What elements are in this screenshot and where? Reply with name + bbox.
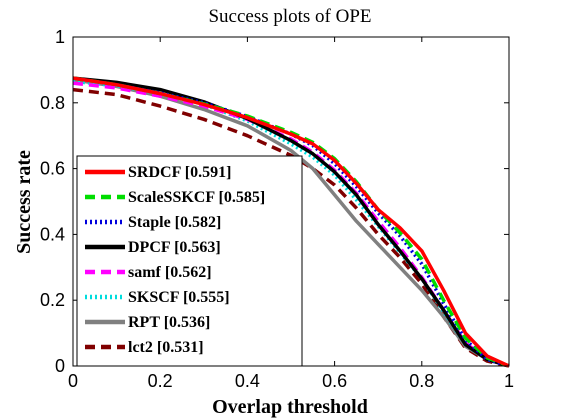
y-axis-label: Success rate bbox=[13, 150, 35, 254]
legend-label: Staple [0.582] bbox=[128, 214, 221, 231]
y-tick-label: 1 bbox=[55, 27, 65, 47]
y-tick-labels: 0 0.2 0.4 0.6 0.8 1 bbox=[40, 27, 65, 376]
series-lines bbox=[72, 76, 510, 368]
legend-label: lct2 [0.531] bbox=[128, 339, 204, 356]
legend-label: samf [0.562] bbox=[128, 264, 212, 281]
legend-label: SKSCF [0.555] bbox=[128, 289, 230, 306]
legend-box bbox=[76, 155, 303, 367]
legend-label: SRDCF [0.591] bbox=[128, 164, 231, 181]
chart-title: Success plots of OPE bbox=[208, 6, 371, 27]
legend-label: DPCF [0.563] bbox=[128, 239, 221, 256]
y-tick-label: 0.2 bbox=[40, 290, 65, 310]
x-tick-label: 0.4 bbox=[235, 371, 260, 391]
series-line bbox=[72, 76, 510, 368]
y-tick-label: 0.8 bbox=[40, 93, 65, 113]
x-tick-label: 1 bbox=[504, 371, 514, 391]
legend: SRDCF [0.591] ScaleSSKCF [0.585] Staple [0… bbox=[76, 155, 303, 367]
x-tick-label: 0.8 bbox=[409, 371, 434, 391]
x-axis-label: Overlap threshold bbox=[212, 396, 368, 418]
series-line bbox=[72, 78, 510, 368]
y-tick-label: 0.6 bbox=[40, 159, 65, 179]
legend-label: RPT [0.536] bbox=[128, 314, 210, 331]
y-tick-label: 0 bbox=[55, 356, 65, 376]
x-tick-labels: 0 0.2 0.4 0.6 0.8 1 bbox=[68, 371, 514, 391]
legend-label: ScaleSSKCF [0.585] bbox=[128, 189, 265, 206]
x-tick-label: 0.6 bbox=[322, 371, 347, 391]
series-line bbox=[72, 76, 510, 368]
x-tick-label: 0 bbox=[68, 371, 78, 391]
x-tick-label: 0.2 bbox=[148, 371, 173, 391]
y-tick-label: 0.4 bbox=[40, 224, 65, 244]
